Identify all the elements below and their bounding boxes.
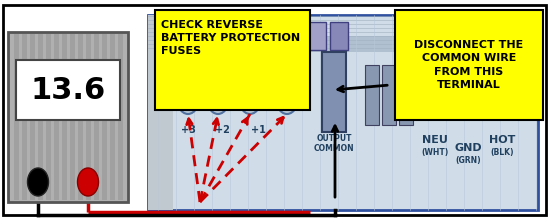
Bar <box>38 34 43 200</box>
Bar <box>365 65 379 125</box>
Bar <box>382 65 396 125</box>
Ellipse shape <box>205 70 231 114</box>
Text: OUTPUT: OUTPUT <box>316 134 352 143</box>
Bar <box>14 34 19 200</box>
Bar <box>118 34 123 200</box>
Ellipse shape <box>78 168 98 196</box>
Ellipse shape <box>237 70 263 114</box>
Bar <box>322 52 346 132</box>
Bar <box>62 34 67 200</box>
Bar <box>16 60 120 120</box>
Text: GND: GND <box>454 143 482 153</box>
Bar <box>155 10 310 110</box>
Bar <box>102 34 107 200</box>
Text: COMMON: COMMON <box>314 143 354 152</box>
Bar <box>94 34 99 200</box>
Ellipse shape <box>181 80 195 104</box>
Bar <box>395 10 543 120</box>
Bar <box>308 22 326 50</box>
Text: +3: +3 <box>180 125 195 135</box>
Bar <box>70 34 75 200</box>
Bar <box>420 75 432 115</box>
Text: +1: +1 <box>251 125 266 135</box>
Bar <box>450 75 462 115</box>
Bar <box>30 34 35 200</box>
Bar <box>246 72 254 78</box>
Bar <box>285 22 303 50</box>
Bar <box>78 34 83 200</box>
Bar <box>148 15 538 210</box>
Text: NEU: NEU <box>422 135 448 145</box>
Bar <box>46 34 51 200</box>
Text: (BLK): (BLK) <box>490 147 514 156</box>
Bar <box>214 72 222 78</box>
Bar <box>148 15 173 210</box>
Bar <box>435 75 447 115</box>
Ellipse shape <box>280 80 294 104</box>
Bar <box>110 34 115 200</box>
Text: +2: +2 <box>214 125 229 135</box>
Bar <box>283 72 291 78</box>
Ellipse shape <box>274 70 300 114</box>
Ellipse shape <box>28 168 48 196</box>
Bar <box>148 36 538 52</box>
Bar <box>399 65 413 125</box>
Bar <box>8 32 128 202</box>
Bar <box>86 34 91 200</box>
Text: DISCONNECT THE
COMMON WIRE
FROM THIS
TERMINAL: DISCONNECT THE COMMON WIRE FROM THIS TER… <box>414 40 524 90</box>
Bar <box>184 72 192 78</box>
Text: (GRN): (GRN) <box>455 156 481 165</box>
Text: 13.6: 13.6 <box>30 75 106 104</box>
Ellipse shape <box>243 80 257 104</box>
Text: CHECK REVERSE
BATTERY PROTECTION
FUSES: CHECK REVERSE BATTERY PROTECTION FUSES <box>161 20 300 56</box>
Text: (WHT): (WHT) <box>421 147 449 156</box>
Ellipse shape <box>175 70 201 114</box>
Bar <box>330 22 348 50</box>
Text: HOT: HOT <box>489 135 515 145</box>
Bar <box>22 34 27 200</box>
Bar <box>54 34 59 200</box>
Ellipse shape <box>211 80 225 104</box>
